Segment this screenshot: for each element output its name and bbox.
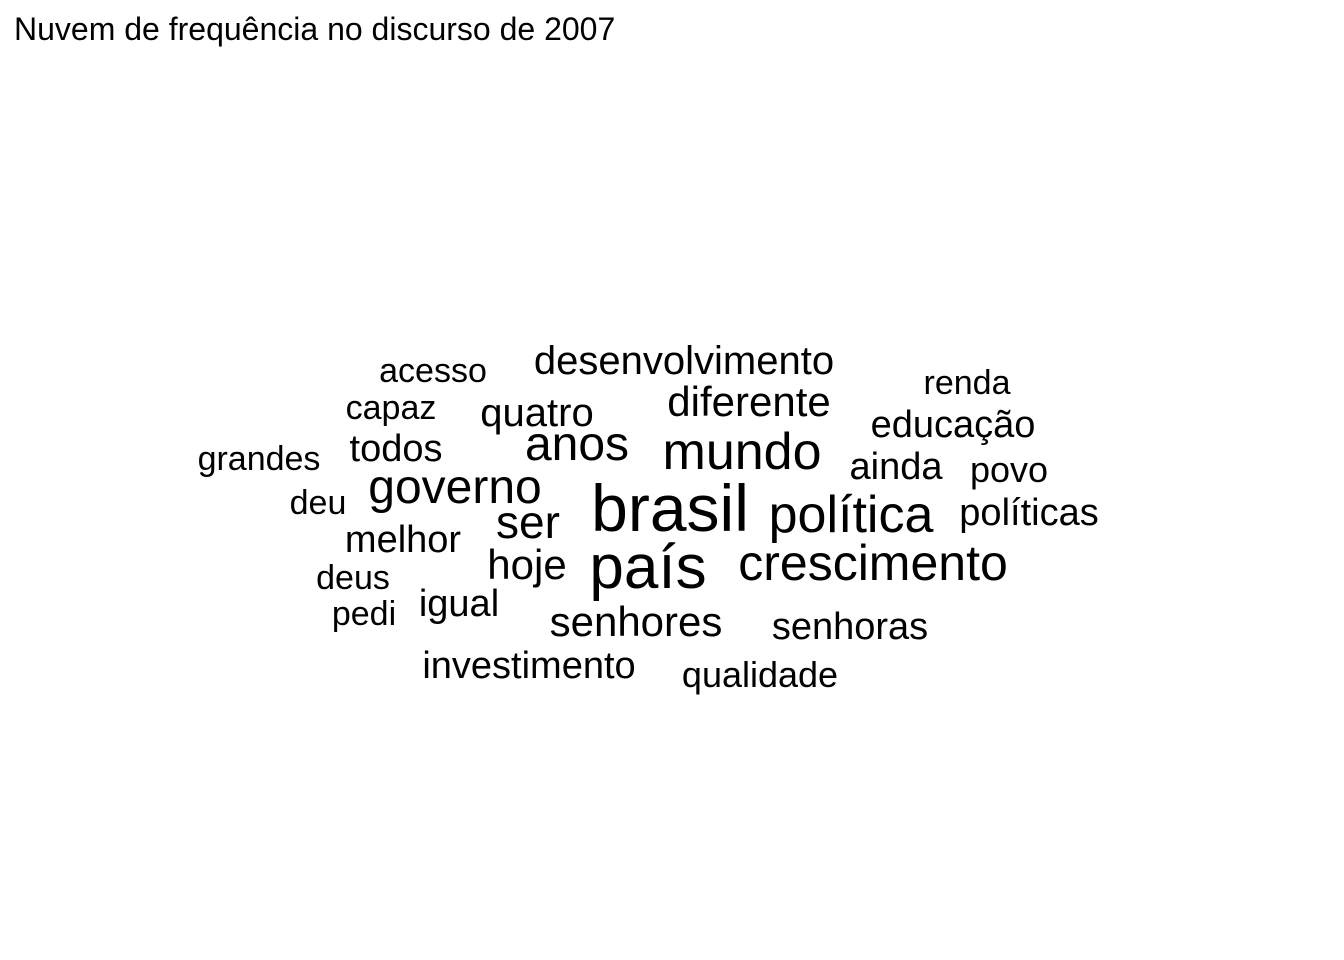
word-2: política [768, 486, 934, 544]
word-13: educação [870, 404, 1036, 446]
word-17: políticas [959, 492, 1099, 534]
chart-title: Nuvem de frequência no discurso de 2007 [14, 11, 616, 47]
word-18: senhoras [771, 606, 929, 648]
word-1: país [589, 533, 707, 602]
word-29: pedi [331, 595, 397, 633]
word-6: anos [524, 418, 630, 471]
word-5: governo [368, 461, 542, 514]
word-0: brasil [591, 471, 749, 545]
word-20: igual [418, 583, 500, 625]
word-11: hoje [487, 541, 567, 588]
word-26: capaz [345, 389, 437, 427]
word-28: deu [289, 484, 347, 522]
word-14: todos [349, 428, 443, 470]
word-25: renda [923, 364, 1011, 402]
word-23: acesso [379, 352, 487, 390]
word-27: deus [316, 559, 390, 597]
word-4: mundo [662, 423, 822, 481]
word-9: diferente [667, 378, 831, 425]
word-16: ainda [849, 446, 943, 488]
word-12: senhores [549, 598, 723, 645]
word-22: qualidade [681, 654, 839, 695]
word-24: grandes [197, 440, 321, 478]
word-10: quatro [480, 391, 594, 435]
word-7: ser [496, 496, 560, 548]
word-15: melhor [344, 519, 462, 561]
word-8: desenvolvimento [533, 339, 835, 383]
word-3: crescimento [738, 535, 1008, 591]
word-19: investimento [422, 645, 636, 687]
word-21: povo [969, 449, 1049, 490]
